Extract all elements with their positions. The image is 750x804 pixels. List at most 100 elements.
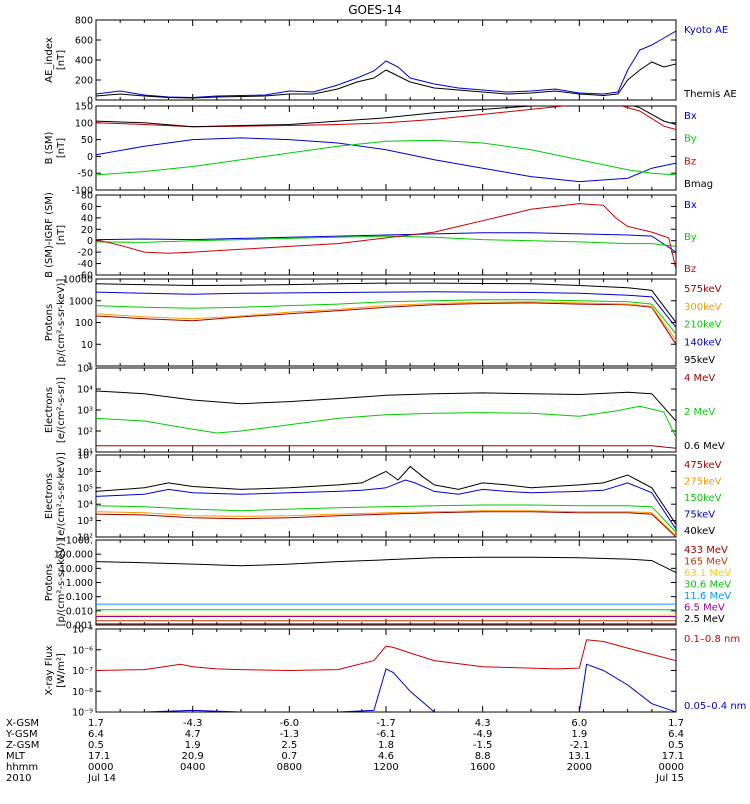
- y-axis-label: Electrons: [44, 387, 55, 433]
- series-group: [96, 203, 676, 270]
- y-tick-label: 10⁴: [77, 385, 93, 396]
- series-line-kyoto-ae: [96, 30, 676, 99]
- orbit-cell: 6.4: [668, 729, 684, 740]
- orbit-row-label: 2010: [6, 773, 31, 784]
- series-line-by: [96, 139, 676, 176]
- legend-entry: 2 MeV: [684, 407, 715, 418]
- legend-entry: 95keV: [684, 355, 715, 366]
- panel-frame: [95, 19, 677, 101]
- y-axis-label: [nT]: [56, 50, 67, 70]
- orbit-cell: 4.3: [475, 718, 491, 729]
- y-tick-label: 1.000: [66, 578, 93, 589]
- y-tick-label: 10⁷: [77, 451, 93, 462]
- y-tick-label: 10³: [77, 516, 93, 527]
- series-group: [96, 390, 676, 449]
- y-tick-label: 10⁴: [77, 500, 93, 511]
- y-tick-label: 10.000: [60, 564, 93, 575]
- orbit-cell: 1200: [373, 762, 398, 773]
- y-tick-label: 50: [81, 135, 93, 146]
- series-line-bx: [96, 232, 676, 253]
- orbit-cell: 17.1: [88, 751, 110, 762]
- legend-entry: 0.05–0.4 nm: [684, 701, 746, 712]
- orbit-cell: 0.5: [88, 740, 104, 751]
- legend-entry: Bx: [684, 200, 697, 211]
- y-tick-label: 10⁻⁹: [72, 708, 93, 719]
- series-line-95kev: [96, 282, 676, 323]
- orbit-cell: -1.7: [376, 718, 396, 729]
- y-tick-label: 400: [75, 56, 93, 67]
- y-tick-label: 0.001: [66, 621, 93, 632]
- orbit-cell: 1.8: [378, 740, 394, 751]
- series-line-150kev: [96, 504, 676, 533]
- y-tick-label: 10¹: [77, 448, 93, 459]
- legend-entry: 140keV: [684, 337, 722, 348]
- series-line-bmag: [96, 106, 676, 128]
- y-tick-label: 200: [75, 76, 93, 87]
- y-tick-label: 10⁻⁵: [72, 625, 93, 636]
- plot-title: GOES-14: [348, 3, 402, 17]
- legend-entry: By: [684, 232, 697, 243]
- y-tick-label: 10³: [77, 406, 93, 417]
- y-axis-label: AE_index: [44, 37, 55, 83]
- orbit-cell: 1.9: [571, 729, 587, 740]
- y-tick-label: -60: [77, 271, 93, 282]
- legend-entry: 11.6 MeV: [684, 591, 731, 602]
- panel-6: 10² 10³ 10⁴ 10⁵ 10⁶ 10⁷ Electrons [e/(cm²-s-sr-…: [44, 451, 722, 544]
- y-tick-label: 80: [81, 191, 93, 202]
- y-axis-label: Electrons: [44, 473, 55, 519]
- orbit-cell: -4.9: [473, 729, 493, 740]
- legend-entry: 40keV: [684, 526, 715, 537]
- series-group: [96, 639, 676, 712]
- legend-entry: 4 MeV: [684, 373, 715, 384]
- series-line-bz: [96, 203, 676, 270]
- y-axis-label: Protons: [44, 564, 55, 601]
- legend-entry: 0.1–0.8 nm: [684, 634, 740, 645]
- series-group: [96, 106, 676, 183]
- orbit-cell: 0.5: [668, 740, 684, 751]
- y-tick-label: 20: [81, 225, 93, 236]
- orbit-cell: 20.9: [182, 751, 204, 762]
- series-line-275kev: [96, 510, 676, 537]
- y-tick-label: 0.100: [66, 592, 93, 603]
- series-line-0-05-0-4-nm: [96, 663, 676, 712]
- y-tick-label: 10⁵: [77, 364, 93, 375]
- y-axis-label: [p/(cm²-s-sr-keV)]: [56, 539, 67, 627]
- y-tick-label: 100: [75, 118, 93, 129]
- orbit-cell: -1.3: [280, 729, 300, 740]
- orbit-cell: 0.7: [281, 751, 297, 762]
- orbit-cell: 2.5: [281, 740, 297, 751]
- legend-entry: Themis AE: [683, 89, 737, 100]
- orbit-cell: -6.0: [280, 718, 300, 729]
- panel-frame: [95, 454, 677, 538]
- orbit-cell: -1.5: [473, 740, 493, 751]
- y-axis-label: [e/(cm²-s-sr-keV)]: [56, 452, 67, 540]
- legend-entry: 275keV: [684, 477, 722, 488]
- panel-frame: [95, 539, 677, 626]
- panel-frame: [95, 105, 677, 191]
- series-group: [96, 465, 676, 537]
- legend-entry: 575keV: [684, 284, 722, 295]
- legend-entry: 300keV: [684, 302, 722, 313]
- y-tick-label: 0: [87, 152, 93, 163]
- series-line-themis-ae: [96, 61, 676, 99]
- panel-5: 10¹ 10² 10³ 10⁴ 10⁵ Electrons [e/(cm²-s-sr)] 4 …: [44, 364, 725, 459]
- orbit-cell: 4.6: [378, 751, 394, 762]
- orbit-cell: Jul 15: [655, 773, 684, 784]
- y-tick-label: 10⁻⁷: [72, 666, 93, 677]
- legend-entry: 6.5 MeV: [684, 603, 725, 614]
- series-line-2-mev: [96, 405, 676, 438]
- legend-entry: 150keV: [684, 493, 722, 504]
- orbit-cell: -2.1: [570, 740, 590, 751]
- orbit-cell: 6.0: [571, 718, 587, 729]
- legend-entry: 75keV: [684, 510, 715, 521]
- series-line-40kev: [96, 465, 676, 525]
- y-axis-label: B (SM)-IGRF (SM): [44, 192, 55, 278]
- y-tick-label: 0: [87, 96, 93, 107]
- legend-entry: 2.5 MeV: [684, 614, 725, 625]
- y-tick-label: 0.010: [66, 606, 93, 617]
- legend-entry: 63.1 MeV: [684, 568, 731, 579]
- y-tick-label: 1: [87, 362, 93, 373]
- legend-entry: 165 MeV: [684, 557, 728, 568]
